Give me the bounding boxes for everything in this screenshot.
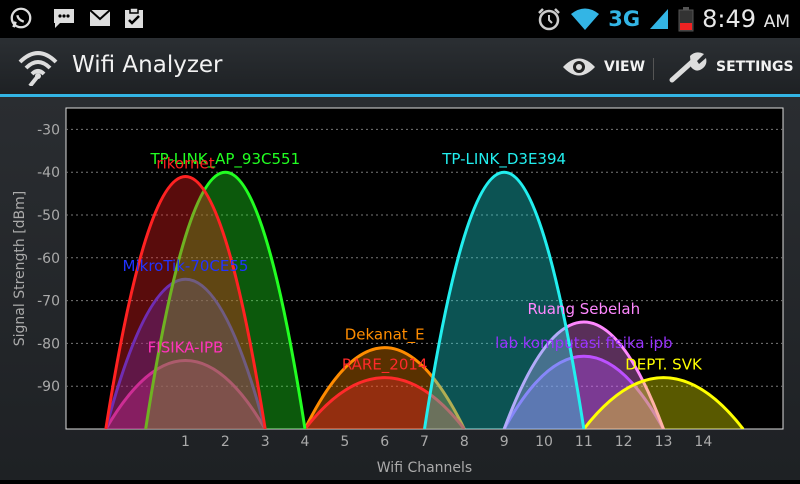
alarm-icon	[538, 8, 561, 31]
wifi-signal-icon	[571, 8, 600, 30]
x-tick-label: 14	[694, 434, 712, 450]
x-tick-label: 1	[181, 434, 190, 450]
network-curve	[423, 170, 586, 429]
settings-button[interactable]: SETTINGS	[668, 48, 794, 86]
x-tick-label: 3	[261, 434, 270, 450]
network-curve	[104, 359, 267, 429]
network-curve	[502, 354, 665, 429]
network-label: MikroTik-70CE55	[123, 257, 249, 275]
network-label: Ruang Sebelah	[528, 300, 641, 318]
app-title: Wifi Analyzer	[72, 52, 223, 78]
clock-ampm: AM	[763, 12, 790, 32]
network-label: lab komputasi fisika ipb	[495, 334, 672, 352]
network-curve	[303, 346, 466, 429]
y-axis-label: Signal Strength [dBm]	[12, 191, 28, 347]
chat-icon	[54, 9, 74, 28]
y-tick-label: -50	[37, 208, 60, 224]
clock: 8:49 AM	[702, 5, 790, 33]
chart-area: -30 -40 -50 -60 -70 -80 -90 1 2 3 4 5 6 7 8 9 10 11 12 13 14…	[0, 97, 800, 480]
view-button[interactable]: VIEW	[562, 48, 645, 86]
cell-signal-icon	[650, 9, 669, 29]
network-type: 3G	[608, 7, 641, 31]
gmail-icon	[89, 9, 111, 26]
eye-icon	[563, 58, 595, 76]
network-curve	[104, 175, 267, 429]
plot-area	[65, 107, 784, 430]
battery-icon	[678, 7, 694, 32]
network-curve	[144, 170, 307, 429]
y-tick-label: -90	[37, 379, 60, 395]
view-label: VIEW	[604, 59, 646, 75]
y-tick-label: -80	[37, 336, 60, 352]
channel-graph: -30-40-50-60-70-80-901 2 3 4 5 6 7 8 9 10 11 12 13 14…	[12, 107, 784, 476]
wrench-icon	[669, 52, 707, 83]
network-label: RARE_2014	[342, 356, 428, 375]
action-bar: Wifi Analyzer VIEW SETTINGS	[0, 38, 800, 97]
network-curve	[303, 376, 466, 429]
x-tick-label: 11	[575, 434, 593, 450]
y-tick-label: -40	[37, 165, 60, 181]
x-tick-label: 2	[221, 434, 230, 450]
x-tick-label: 6	[380, 434, 389, 450]
x-tick-label: 10	[535, 434, 553, 450]
y-tick-label: -70	[37, 294, 60, 310]
network-label: rikornet	[156, 154, 214, 172]
divider	[653, 58, 654, 80]
x-tick-label: 5	[340, 434, 349, 450]
network-label: DEPT. SVK	[625, 356, 703, 374]
network-label: TP-LINK_D3E394	[441, 150, 566, 169]
network-label: Dekanat_E	[345, 326, 425, 345]
y-tick-label: -30	[37, 122, 60, 138]
network-label: FISIKA-IPB	[148, 339, 224, 357]
x-tick-label: 4	[301, 434, 310, 450]
x-tick-label: 7	[420, 434, 429, 450]
y-tick-label: -60	[37, 251, 60, 267]
x-tick-label: 9	[500, 434, 509, 450]
settings-label: SETTINGS	[716, 59, 794, 75]
wifi-analyzer-logo-icon[interactable]	[16, 46, 60, 86]
x-tick-label: 12	[615, 434, 633, 450]
whatsapp-icon	[10, 7, 32, 29]
network-label: TP-LINK_AP_93C551	[150, 150, 301, 169]
status-bar: 3G 8:49 AM	[0, 0, 800, 38]
network-curve	[582, 376, 745, 429]
x-axis-label: Wifi Channels	[377, 460, 472, 476]
x-tick-label: 8	[460, 434, 469, 450]
clipboard-icon	[125, 7, 143, 28]
network-curve	[104, 277, 267, 429]
clock-time: 8:49	[702, 5, 757, 33]
signal-curves	[104, 170, 745, 429]
x-tick-label: 13	[655, 434, 673, 450]
